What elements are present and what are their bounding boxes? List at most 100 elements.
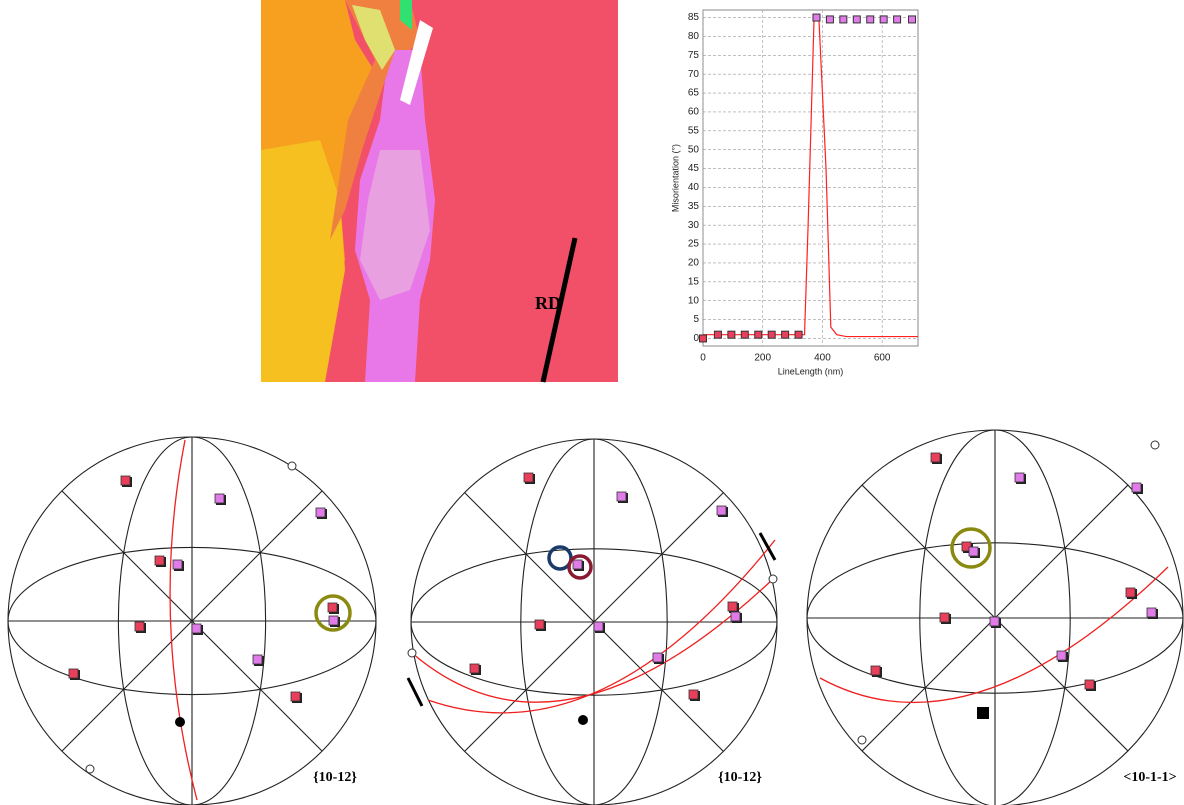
pole-figure-label: {10-12} <box>718 770 762 785</box>
trace-arc <box>819 566 1169 704</box>
y-tick-label: 55 <box>688 125 700 136</box>
y-axis-title: Misorientation (°) <box>670 144 680 212</box>
pole-pink <box>214 493 225 504</box>
pole-red <box>1125 587 1136 598</box>
y-tick-label: 80 <box>688 31 700 42</box>
highlight-ring <box>567 554 593 580</box>
pole-pink <box>593 621 604 632</box>
pole-red <box>930 452 941 463</box>
pole-red <box>120 475 131 486</box>
trace-arc <box>411 578 774 703</box>
y-tick-label: 30 <box>688 220 700 231</box>
pole-red <box>134 621 145 632</box>
open-pole <box>857 735 867 745</box>
point-marker <box>812 13 821 22</box>
pole-red <box>534 619 545 630</box>
open-pole <box>1150 440 1160 450</box>
trace-arc <box>169 439 198 801</box>
pole-red <box>688 689 699 700</box>
point-marker <box>727 330 736 339</box>
point-marker <box>839 15 848 24</box>
pole-red <box>327 602 338 613</box>
y-tick-label: 75 <box>688 50 700 61</box>
point-marker <box>908 15 917 24</box>
x-tick-label: 600 <box>874 353 891 364</box>
pole-pink <box>968 546 979 557</box>
pole-red <box>870 665 881 676</box>
y-tick-label: 20 <box>688 258 700 269</box>
y-tick-label: 85 <box>688 12 700 23</box>
point-marker <box>713 330 722 339</box>
pole-pink <box>315 507 326 518</box>
pole-red <box>523 472 534 483</box>
x-tick-label: 0 <box>700 353 706 364</box>
pole-red <box>1084 679 1095 690</box>
pole-dot <box>175 717 185 727</box>
shear-tick <box>758 532 777 561</box>
pole-pink <box>652 652 663 663</box>
y-tick-label: 65 <box>688 88 700 99</box>
y-tick-label: 60 <box>688 107 700 118</box>
pole-black <box>977 707 989 719</box>
x-axis-title: LineLength (nm) <box>778 366 844 376</box>
y-tick-label: 25 <box>688 239 700 250</box>
pole-red <box>469 663 480 674</box>
pole-pink <box>252 654 263 665</box>
pole-pink <box>1014 472 1025 483</box>
plot-area <box>702 9 919 347</box>
y-tick-label: 35 <box>688 201 700 212</box>
pole-pink <box>989 616 1000 627</box>
profile-line <box>703 16 918 338</box>
point-marker <box>754 330 763 339</box>
point-marker <box>794 330 803 339</box>
pole-pink <box>172 559 183 570</box>
x-tick-label: 400 <box>814 353 831 364</box>
pole-red <box>961 541 972 552</box>
trace-arc <box>427 539 776 714</box>
pole-figures: {10-12} {10-12} <10-1-1> <box>7 429 1184 805</box>
pole-red <box>290 691 301 702</box>
y-tick-label: 10 <box>688 295 700 306</box>
point-marker <box>781 330 790 339</box>
open-pole <box>287 461 297 471</box>
pole-red <box>727 601 738 612</box>
y-tick-label: 15 <box>688 276 700 287</box>
point-marker <box>852 15 861 24</box>
pole-pink <box>1146 607 1157 618</box>
pole-red <box>939 612 950 623</box>
y-tick-label: 40 <box>688 182 700 193</box>
y-tick-label: 70 <box>688 69 700 80</box>
diagonal-line <box>61 490 323 752</box>
rd-label: RD <box>535 293 561 313</box>
y-tick-label: 50 <box>688 144 700 155</box>
open-pole <box>85 764 95 774</box>
y-tick-label: 45 <box>688 163 700 174</box>
pole-pink <box>1056 650 1067 661</box>
point-marker <box>740 330 749 339</box>
highlight-ring <box>950 527 992 569</box>
pole-pink <box>572 559 583 570</box>
pole-pink <box>730 611 741 622</box>
pole-pink <box>616 491 627 502</box>
y-tick-label: 0 <box>693 333 699 344</box>
point-marker <box>866 15 875 24</box>
open-pole <box>768 574 778 584</box>
shear-tick <box>406 677 424 707</box>
point-marker <box>825 15 834 24</box>
pole-figure-label: {10-12} <box>313 770 357 785</box>
point-marker <box>699 334 707 343</box>
pole-figure-label: <10-1-1> <box>1123 770 1176 785</box>
pole-pink <box>716 505 727 516</box>
open-pole <box>407 648 417 658</box>
point-marker <box>767 330 776 339</box>
misorientation-chart: 0 5 10 15 20 25 30 35 40 45 50 55 60 65 70 75 80 85 0 200 40… <box>670 9 919 376</box>
pole-red <box>68 668 79 679</box>
highlight-ring <box>314 594 352 632</box>
point-marker <box>893 15 902 24</box>
ebsd-map: RD <box>261 0 618 383</box>
point-marker <box>879 15 888 24</box>
pole-red <box>154 555 165 566</box>
pole-pink <box>328 615 339 626</box>
